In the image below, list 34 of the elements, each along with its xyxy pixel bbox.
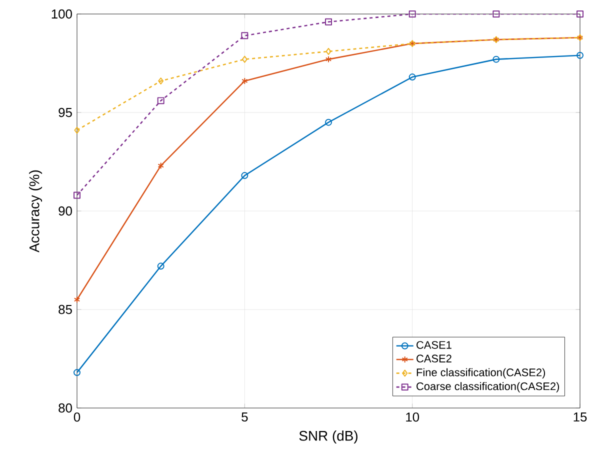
point	[158, 77, 164, 84]
point	[74, 126, 80, 134]
point	[325, 56, 332, 63]
point	[157, 262, 164, 270]
x-tick-label: 15	[574, 412, 587, 422]
point	[157, 97, 164, 104]
legend-label: CASE1	[416, 341, 452, 349]
legend-label: Coarse classification(CASE2)	[416, 382, 560, 392]
y-tick-label: 90	[58, 206, 72, 216]
point	[325, 118, 332, 126]
legend-label: CASE2	[416, 354, 452, 362]
point	[241, 32, 248, 40]
y-axis-title: Accuracy (%)	[29, 170, 42, 252]
y-tick-label: 80	[58, 403, 72, 413]
point	[492, 56, 500, 63]
x-tick-label: 5	[242, 412, 248, 422]
x-axis-title: SNR (dB)	[299, 430, 358, 444]
y-tick-label: 95	[58, 108, 72, 118]
point	[242, 77, 248, 84]
point	[408, 10, 416, 18]
y-tick-label: 85	[58, 304, 72, 314]
point	[158, 162, 164, 170]
point	[325, 18, 332, 26]
point	[242, 56, 248, 63]
x-tick-label: 10	[406, 412, 420, 422]
y-tick-label: 100	[52, 9, 72, 19]
legend-label: Fine classification(CASE2)	[416, 368, 546, 378]
point	[576, 10, 584, 18]
point	[74, 192, 80, 199]
x-tick-label: 0	[74, 412, 80, 422]
point	[408, 74, 416, 81]
point	[492, 10, 500, 18]
point	[326, 48, 332, 55]
point	[241, 172, 248, 180]
